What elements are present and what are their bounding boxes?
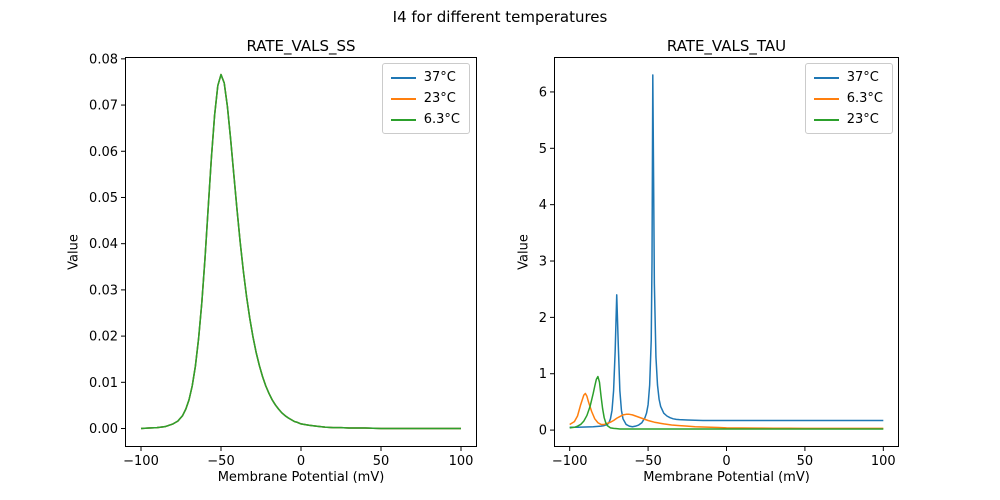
right-plot-ylabel: Value [516,234,532,270]
y-tick-label: 2 [539,311,547,326]
legend-line-swatch [390,118,416,121]
y-tick-label: 0.08 [89,52,118,67]
right-plot-legend: 37°C 6.3°C 23°C [804,63,893,134]
legend-label: 23°C [423,91,456,106]
axes-frame [554,57,899,447]
line-series-6.3°C [140,73,461,430]
legend-line-swatch [813,76,839,79]
left-plot-title: RATE_VALS_SS [246,37,356,55]
x-tick-label: 100 [871,454,896,469]
right-plot-xlabel: Membrane Potential (mV) [643,470,810,485]
legend-entry: 6.3°C [390,112,460,127]
legend-entry: 37°C [390,70,460,85]
y-tick-label: 4 [539,198,547,213]
legend-label: 6.3°C [846,91,883,106]
x-tick-label: 50 [373,454,390,469]
y-tick-label: 0.07 [89,99,118,114]
legend-label: 23°C [846,112,879,127]
x-tick-label: −100 [552,454,588,469]
y-tick-label: 0.01 [89,376,118,391]
line-series-37°C [569,74,884,429]
legend-line-swatch [390,76,416,79]
y-tick-label: 0.05 [89,191,118,206]
y-tick-label: 6 [539,85,547,100]
legend-entry: 23°C [390,91,460,106]
legend-label: 37°C [846,70,879,85]
y-tick-label: 5 [539,142,547,157]
right-plot-title: RATE_VALS_TAU [666,37,787,55]
x-tick-label: −50 [207,454,234,469]
figure-suptitle: I4 for different temperatures [392,8,608,26]
line-series-6.3°C [569,392,884,430]
x-tick-label: 0 [297,454,305,469]
legend-line-swatch [390,97,416,100]
y-tick-label: 0 [539,424,547,439]
y-tick-label: 0.00 [89,422,118,437]
legend-entry: 37°C [813,70,883,85]
y-tick-label: 3 [539,255,547,270]
x-tick-label: 0 [722,454,730,469]
x-tick-label: 50 [797,454,814,469]
y-tick-label: 0.04 [89,237,118,252]
left-plot-legend: 37°C 23°C 6.3°C [381,63,470,134]
x-tick-label: 100 [449,454,474,469]
left-plot-ylabel: Value [66,234,82,270]
legend-entry: 23°C [813,112,883,127]
axes-frame [125,57,477,447]
legend-line-swatch [813,97,839,100]
legend-label: 37°C [423,70,456,85]
y-tick-label: 1 [539,367,547,382]
y-tick-label: 0.03 [89,283,118,298]
legend-line-swatch [813,118,839,121]
y-tick-label: 0.02 [89,330,118,345]
x-tick-label: −50 [634,454,661,469]
y-tick-label: 0.06 [89,145,118,160]
legend-label: 6.3°C [423,112,460,127]
line-series-23°C [569,375,884,430]
left-plot-xlabel: Membrane Potential (mV) [217,470,385,485]
x-tick-label: −100 [123,454,159,469]
legend-entry: 6.3°C [813,91,883,106]
